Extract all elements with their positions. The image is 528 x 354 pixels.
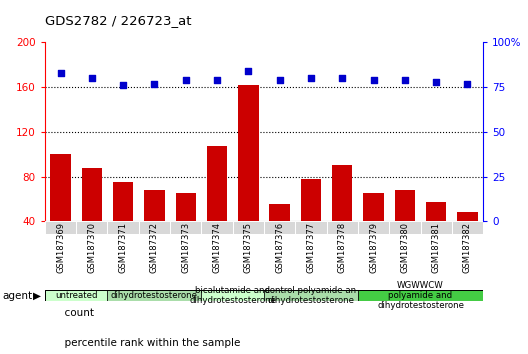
- Point: [432, 79, 440, 85]
- Text: GDS2782 / 226723_at: GDS2782 / 226723_at: [45, 13, 191, 27]
- Point: [182, 77, 190, 83]
- Bar: [170, 221, 201, 234]
- Point: [401, 77, 409, 83]
- Bar: [301, 179, 321, 266]
- Text: GSM187376: GSM187376: [275, 222, 284, 273]
- Bar: [108, 290, 201, 301]
- Bar: [201, 290, 264, 301]
- Point: [244, 68, 252, 74]
- Bar: [76, 221, 108, 234]
- Text: GSM187378: GSM187378: [338, 222, 347, 273]
- Text: GSM187371: GSM187371: [119, 222, 128, 273]
- Point: [338, 75, 346, 81]
- Bar: [144, 190, 165, 266]
- Bar: [269, 205, 290, 266]
- Bar: [139, 221, 170, 234]
- Bar: [358, 221, 389, 234]
- Bar: [238, 85, 259, 266]
- Point: [150, 81, 158, 86]
- Bar: [207, 147, 227, 266]
- Text: count: count: [58, 308, 94, 318]
- Bar: [395, 190, 415, 266]
- Point: [213, 77, 221, 83]
- Bar: [420, 221, 452, 234]
- Point: [119, 82, 127, 88]
- Bar: [113, 182, 133, 266]
- Text: GSM187379: GSM187379: [369, 222, 378, 273]
- Text: agent: agent: [3, 291, 33, 301]
- Point: [88, 75, 96, 81]
- Text: GSM187381: GSM187381: [432, 222, 441, 273]
- Text: dihydrotestosterone: dihydrotestosterone: [111, 291, 198, 300]
- Text: GSM187370: GSM187370: [87, 222, 96, 273]
- Bar: [332, 165, 352, 266]
- Bar: [264, 290, 358, 301]
- Text: GSM187369: GSM187369: [56, 222, 65, 273]
- Point: [370, 77, 378, 83]
- Bar: [452, 221, 483, 234]
- Bar: [363, 193, 384, 266]
- Text: ▶: ▶: [33, 291, 41, 301]
- Bar: [45, 290, 108, 301]
- Bar: [327, 221, 358, 234]
- Point: [56, 70, 65, 76]
- Point: [463, 81, 472, 86]
- Text: GSM187382: GSM187382: [463, 222, 472, 273]
- Text: control polyamide an
dihydrotestosterone: control polyamide an dihydrotestosterone: [266, 286, 356, 305]
- Bar: [426, 202, 446, 266]
- Bar: [82, 168, 102, 266]
- Text: percentile rank within the sample: percentile rank within the sample: [58, 338, 240, 348]
- Point: [307, 75, 315, 81]
- Bar: [358, 290, 483, 301]
- Bar: [50, 154, 71, 266]
- Text: GSM187374: GSM187374: [213, 222, 222, 273]
- Bar: [108, 221, 139, 234]
- Text: bicalutamide and
dihydrotestosterone: bicalutamide and dihydrotestosterone: [189, 286, 276, 305]
- Text: untreated: untreated: [55, 291, 98, 300]
- Point: [276, 77, 284, 83]
- Bar: [176, 193, 196, 266]
- Bar: [295, 221, 327, 234]
- Text: WGWWCW
polyamide and
dihydrotestosterone: WGWWCW polyamide and dihydrotestosterone: [377, 281, 464, 310]
- Text: GSM187377: GSM187377: [306, 222, 315, 273]
- Text: GSM187372: GSM187372: [150, 222, 159, 273]
- Bar: [201, 221, 233, 234]
- Bar: [45, 221, 76, 234]
- Bar: [457, 212, 478, 266]
- Text: GSM187373: GSM187373: [181, 222, 190, 273]
- Text: GSM187375: GSM187375: [244, 222, 253, 273]
- Text: GSM187380: GSM187380: [400, 222, 409, 273]
- Bar: [264, 221, 295, 234]
- Bar: [233, 221, 264, 234]
- Bar: [389, 221, 420, 234]
